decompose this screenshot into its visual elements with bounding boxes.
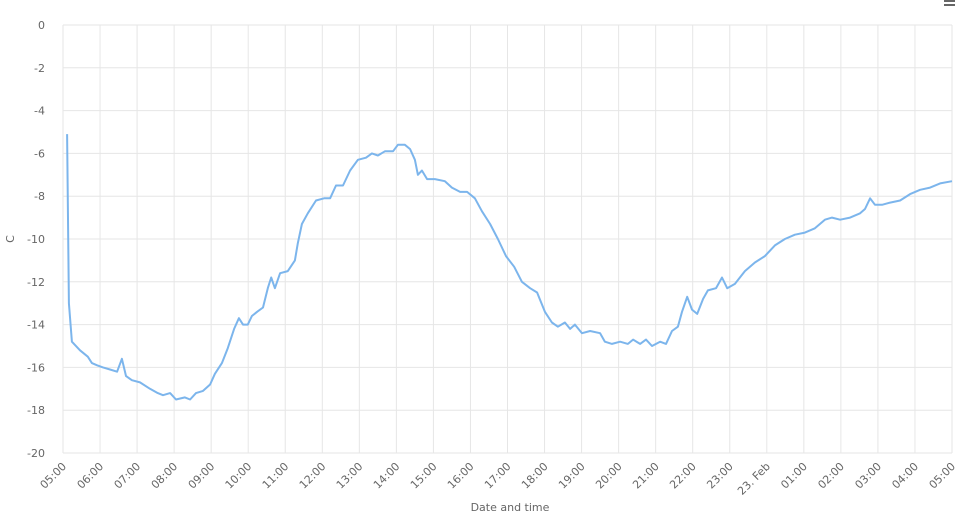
x-tick-label: 13:00 [334, 460, 366, 492]
x-tick-label: 04:00 [889, 460, 921, 492]
y-tick-label: -14 [27, 319, 45, 332]
y-tick-label: -16 [27, 361, 45, 374]
x-tick-label: 09:00 [186, 460, 218, 492]
x-tick-label: 02:00 [815, 460, 847, 492]
x-tick-label: 22:00 [667, 460, 699, 492]
x-tick-label: 14:00 [371, 460, 403, 492]
data-line [66, 134, 953, 401]
x-tick-label: 16:00 [445, 460, 477, 492]
x-tick-label: 01:00 [778, 460, 810, 492]
x-axis-label: Date and time [471, 501, 550, 514]
x-tick-label: 10:00 [223, 460, 255, 492]
x-tick-label: 19:00 [556, 460, 588, 492]
x-tick-label: 08:00 [149, 460, 181, 492]
x-tick-label: 17:00 [482, 460, 514, 492]
menu-bar [944, 0, 955, 2]
x-tick-label: 07:00 [112, 460, 144, 492]
x-tick-label: 21:00 [630, 460, 662, 492]
x-tick-label: 11:00 [260, 460, 292, 492]
menu-bar [944, 4, 955, 6]
x-tick-label: 06:00 [75, 460, 107, 492]
x-tick-label: 18:00 [519, 460, 551, 492]
y-tick-label: -4 [34, 105, 45, 118]
x-tick-label: 15:00 [408, 460, 440, 492]
x-tick-label: 23. Feb [735, 460, 773, 498]
y-tick-label: 0 [38, 19, 45, 32]
y-tick-label: -6 [34, 147, 45, 160]
x-tick-label: 20:00 [593, 460, 625, 492]
x-tick-label: 23:00 [704, 460, 736, 492]
y-tick-label: -10 [27, 233, 45, 246]
menu-icon[interactable] [944, 0, 955, 6]
y-axis-label: C [4, 235, 17, 243]
y-tick-label: -2 [34, 62, 45, 75]
y-tick-label: -18 [27, 404, 45, 417]
y-tick-label: -8 [34, 190, 45, 203]
y-tick-label: -20 [27, 447, 45, 460]
y-tick-label: -12 [27, 276, 45, 289]
x-tick-label: 05:00 [927, 460, 955, 492]
x-tick-label: 03:00 [852, 460, 884, 492]
x-tick-label: 05:00 [38, 460, 70, 492]
x-tick-label: 12:00 [297, 460, 329, 492]
